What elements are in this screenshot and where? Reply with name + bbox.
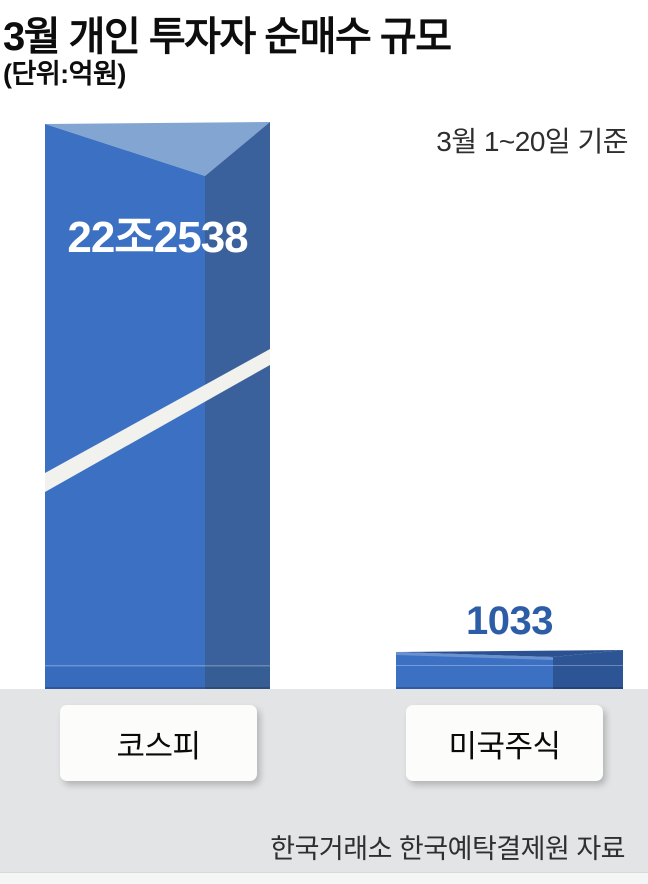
kospi-bar-top-face: [45, 122, 270, 176]
period-note: 3월 1~20일 기준: [436, 126, 628, 157]
kospi-value-label: 22조2538: [67, 213, 248, 262]
kospi-category-label: 코스피: [60, 705, 257, 781]
us-stocks-bar: [396, 650, 623, 689]
kospi-bar-side-face: [205, 122, 270, 689]
us-stocks-category-label: 미국주식: [406, 705, 603, 781]
floor-bottom-fade: [0, 873, 648, 884]
us-stocks-bar-top-face: [396, 650, 623, 657]
kospi-category-text: 코스피: [116, 728, 201, 764]
us-stocks-value-label: 1033: [466, 599, 553, 643]
us-stocks-bar-front-face: [396, 652, 553, 689]
unit-label: (단위:억원): [3, 59, 126, 89]
kospi-bar-base-line: [45, 665, 270, 667]
axis-break-stripe: [45, 349, 270, 492]
kospi-bar-base-shade: [45, 666, 270, 689]
us-stocks-bar-base-line: [396, 665, 623, 666]
kospi-bar-bottom-edge: [45, 687, 270, 689]
us-stocks-bar-top-highlight: [396, 652, 553, 660]
us-stocks-bar-side-face: [553, 650, 623, 689]
us-stocks-bar-bottom-edge: [396, 687, 623, 689]
kospi-bar: [45, 122, 270, 689]
source-credit: 한국거래소 한국예탁결제원 자료: [270, 834, 625, 864]
chart-title: 3월 개인 투자자 순매수 규모: [3, 15, 452, 59]
kospi-bar-front-face: [45, 124, 205, 689]
us-stocks-category-text: 미국주식: [448, 728, 561, 764]
